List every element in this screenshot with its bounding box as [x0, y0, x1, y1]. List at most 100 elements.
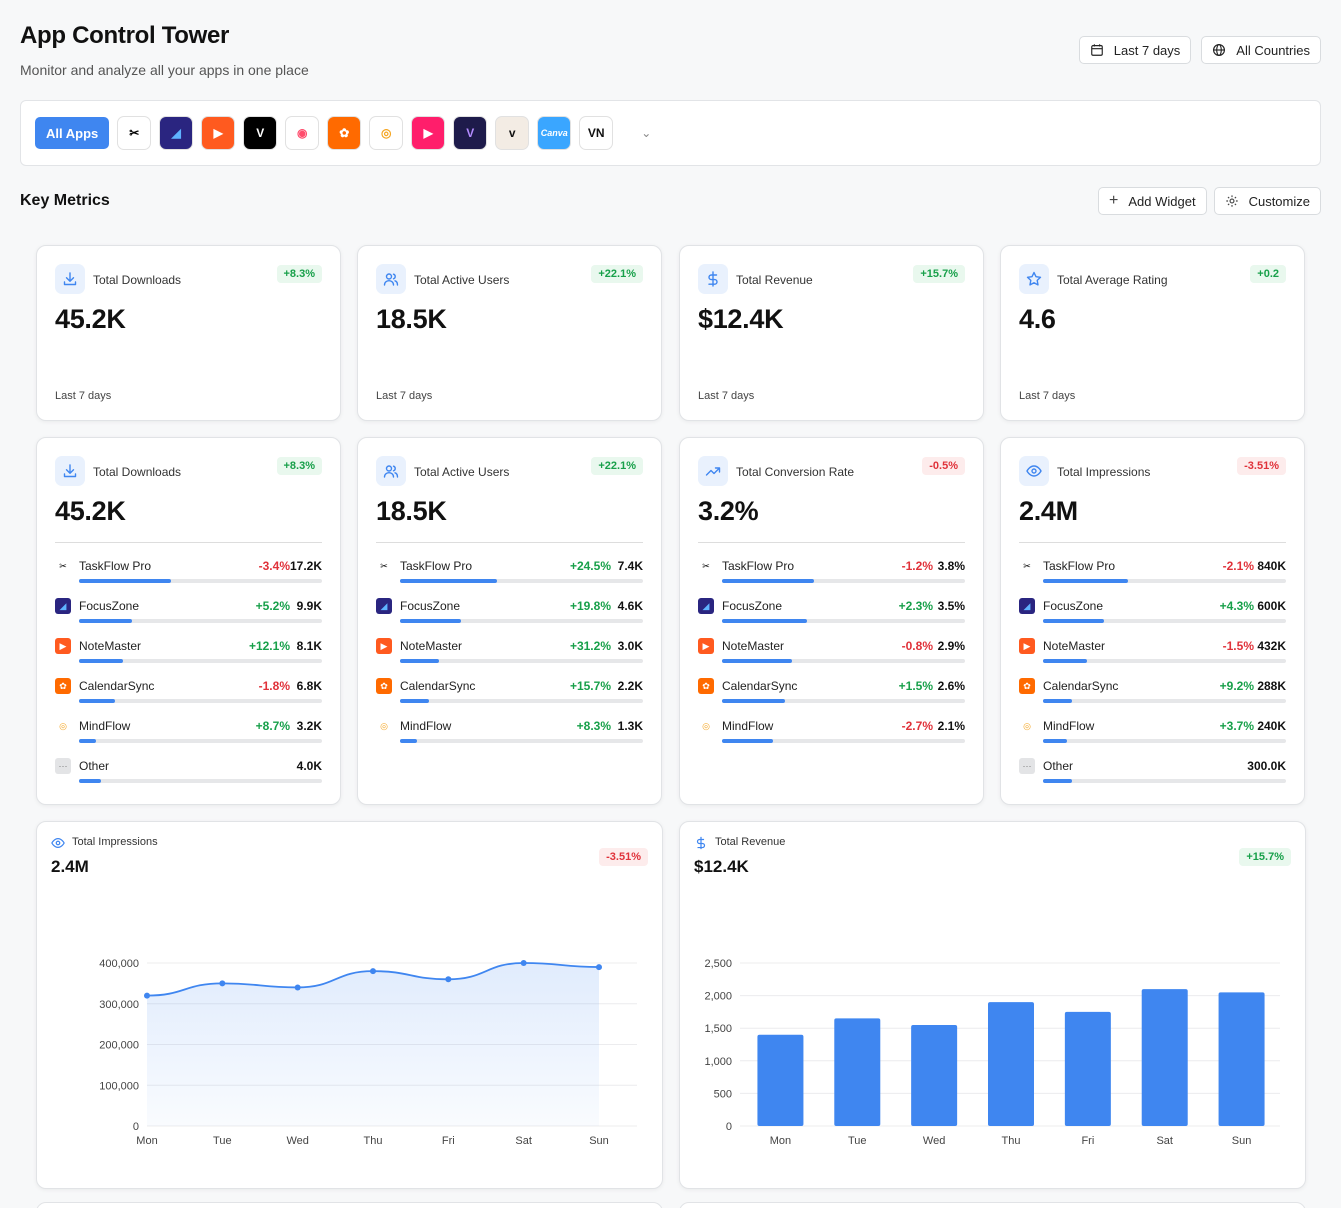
date-range-label: Last 7 days — [1113, 42, 1181, 58]
y-tick-label: 400,000 — [99, 958, 139, 970]
calendar-icon — [1090, 44, 1103, 56]
breakdown-card[interactable]: Total Downloads +8.3% 45.2K ✂ TaskFlow Pro -3… — [36, 437, 341, 805]
share-bar — [400, 699, 643, 703]
share-bar — [1043, 779, 1286, 783]
app-value: 6.8K — [296, 679, 322, 693]
app-name: TaskFlow Pro — [400, 559, 473, 573]
app-name: MindFlow — [722, 719, 774, 733]
list-item[interactable]: ✿ CalendarSync +9.2% 288K — [1019, 676, 1286, 716]
customize-button[interactable]: Customize — [1213, 187, 1321, 215]
taskflow-pro-icon: ✂ — [1019, 558, 1035, 574]
list-item[interactable]: ✂ TaskFlow Pro -2.1% 840K — [1019, 556, 1286, 596]
data-point — [219, 980, 226, 987]
list-item[interactable]: ◎ MindFlow +8.3% 1.3K — [376, 716, 643, 756]
app-change: +19.8% — [569, 599, 611, 613]
app-name: TaskFlow Pro — [1043, 559, 1116, 573]
y-tick-label: 2,000 — [704, 991, 732, 1003]
period-label: Last 7 days — [376, 390, 433, 402]
list-item[interactable]: ✿ CalendarSync -1.8% 6.8K — [55, 676, 322, 716]
share-bar — [79, 659, 322, 663]
taskflow-pro-icon: ✂ — [55, 558, 71, 574]
share-bar-fill — [79, 739, 96, 743]
breakdown-card[interactable]: Total Impressions -3.51% 2.4M ✂ TaskFlow Pro… — [1000, 437, 1305, 805]
list-item[interactable]: ▶ NoteMaster +12.1% 8.1K — [55, 636, 322, 676]
app-value: 3.0K — [617, 639, 643, 653]
breakdown-card[interactable]: Total Active Users +22.1% 18.5K ✂ TaskFlow P… — [357, 437, 662, 805]
all-apps-button[interactable]: All Apps — [35, 117, 110, 149]
list-item[interactable]: ✂ TaskFlow Pro -3.4% 17.2K — [55, 556, 322, 596]
change-badge: +0.2 — [1250, 265, 1286, 283]
share-bar — [400, 579, 643, 583]
list-item[interactable]: ◎ MindFlow -2.7% 2.1% — [698, 716, 965, 756]
summary-card[interactable]: Total Active Users +22.1% 18.5K Last 7 days — [357, 245, 662, 421]
list-item[interactable]: ✿ CalendarSync +15.7% 2.2K — [376, 676, 643, 716]
vita-app-icon[interactable]: V — [243, 116, 278, 150]
list-item[interactable]: ◢ FocusZone +19.8% 4.6K — [376, 596, 643, 636]
app-value: 2.9% — [937, 639, 965, 653]
photo-editor-app-icon[interactable]: V — [453, 116, 488, 150]
calendarsync-app-icon[interactable]: ✿ — [327, 116, 362, 150]
app-name: FocusZone — [79, 599, 140, 613]
app-name: CalendarSync — [722, 679, 798, 693]
country-filter-button[interactable]: All Countries — [1201, 36, 1321, 64]
vn-app-icon[interactable]: VN — [579, 116, 614, 150]
mindflow-app-icon[interactable]: ◎ — [369, 116, 404, 150]
app-change: -3.4% — [258, 559, 290, 573]
video-player-app-icon[interactable]: ▶ — [411, 116, 446, 150]
breakdown-card[interactable]: Total Conversion Rate -0.5% 3.2% ✂ TaskFlow … — [679, 437, 984, 805]
period-label: Last 7 days — [55, 390, 112, 402]
capcut-app-icon[interactable]: ✂ — [117, 116, 152, 150]
app-value: 17.2K — [289, 559, 322, 573]
metric-label: Total Conversion Rate — [736, 465, 855, 479]
metric-label: Total Active Users — [414, 465, 510, 479]
x-tick-label: Sun — [589, 1135, 609, 1147]
impressions-chart-value: 2.4M — [51, 857, 89, 876]
calendarsync-icon: ✿ — [1019, 678, 1035, 694]
app-value: 7.4K — [617, 559, 643, 573]
date-range-button[interactable]: Last 7 days — [1078, 36, 1192, 64]
app-breakdown-list: ✂ TaskFlow Pro -3.4% 17.2K ◢ FocusZone +5.2% 9.… — [55, 556, 322, 796]
card-icon-box — [376, 264, 406, 294]
data-point — [445, 976, 452, 983]
share-bar-fill — [400, 579, 498, 583]
summary-card[interactable]: Total Average Rating +0.2 4.6 Last 7 days — [1000, 245, 1305, 421]
list-item[interactable]: ◎ MindFlow +3.7% 240K — [1019, 716, 1286, 756]
list-item[interactable]: ◎ MindFlow +8.7% 3.2K — [55, 716, 322, 756]
add-widget-button[interactable]: + Add Widget — [1098, 187, 1207, 215]
list-item[interactable]: ··· Other 4.0K — [55, 756, 322, 796]
app-name: MindFlow — [79, 719, 131, 733]
notemaster-app-icon[interactable]: ▶ — [201, 116, 236, 150]
share-bar-fill — [722, 699, 786, 703]
list-item[interactable]: ··· Other 300.0K — [1019, 756, 1286, 796]
app-value: 240K — [1257, 719, 1286, 733]
share-bar — [722, 659, 965, 663]
summary-card[interactable]: Total Downloads +8.3% 45.2K Last 7 days — [36, 245, 341, 421]
list-item[interactable]: ◢ FocusZone +4.3% 600K — [1019, 596, 1286, 636]
share-bar — [79, 779, 322, 783]
revenue-bar — [757, 1034, 804, 1126]
revenue-bar — [988, 1002, 1034, 1126]
focuszone-app-icon[interactable]: ◢ — [159, 116, 194, 150]
chevron-down-icon[interactable]: ⌄ — [641, 126, 652, 140]
app-change: -1.5% — [1222, 639, 1254, 653]
notemaster-icon: ▶ — [698, 638, 714, 654]
app-value: 300.0K — [1247, 759, 1286, 773]
list-item[interactable]: ▶ NoteMaster +31.2% 3.0K — [376, 636, 643, 676]
calendarsync-icon: ✿ — [698, 678, 714, 694]
key-metrics-title: Key Metrics — [20, 192, 110, 209]
x-tick-label: Tue — [213, 1135, 232, 1147]
list-item[interactable]: ◢ FocusZone +5.2% 9.9K — [55, 596, 322, 636]
list-item[interactable]: ▶ NoteMaster -1.5% 432K — [1019, 636, 1286, 676]
canva-app-icon[interactable]: Canva — [537, 116, 572, 150]
list-item[interactable]: ▶ NoteMaster -0.8% 2.9% — [698, 636, 965, 676]
list-item[interactable]: ◢ FocusZone +2.3% 3.5% — [698, 596, 965, 636]
summary-card[interactable]: Total Revenue +15.7% $12.4K Last 7 days — [679, 245, 984, 421]
card-icon-box — [55, 264, 85, 294]
app-breakdown-list: ✂ TaskFlow Pro -1.2% 3.8% ◢ FocusZone +2.3% 3.5… — [698, 556, 965, 756]
list-item[interactable]: ✂ TaskFlow Pro +24.5% 7.4K — [376, 556, 643, 596]
vllo-app-icon[interactable]: v — [495, 116, 530, 150]
video-recorder-app-icon[interactable]: ◉ — [285, 116, 320, 150]
list-item[interactable]: ✂ TaskFlow Pro -1.2% 3.8% — [698, 556, 965, 596]
list-item[interactable]: ✿ CalendarSync +1.5% 2.6% — [698, 676, 965, 716]
revenue-change-badge: +15.7% — [1239, 848, 1291, 866]
